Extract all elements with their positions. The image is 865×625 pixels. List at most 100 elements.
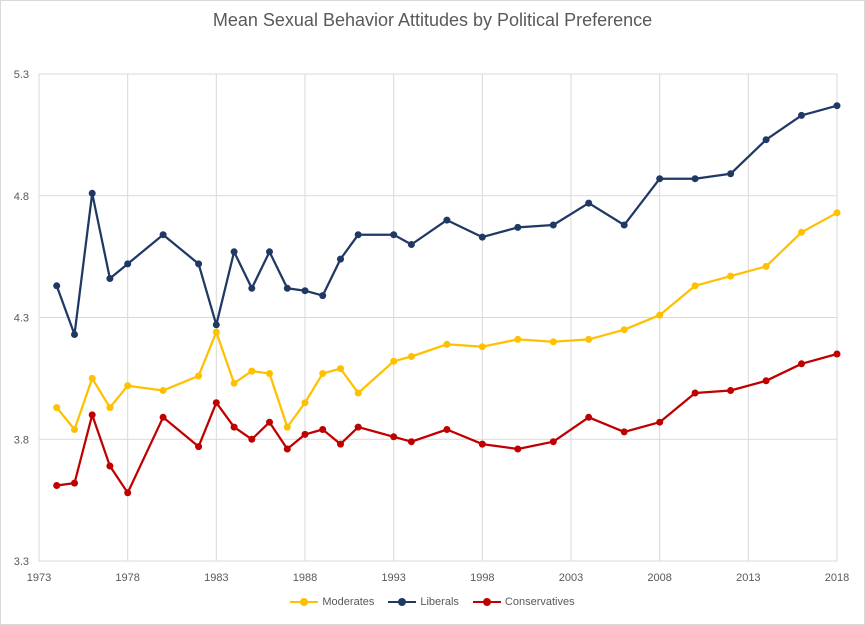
data-point-liberals bbox=[656, 175, 664, 183]
data-point-liberals bbox=[248, 284, 256, 292]
legend-swatch-moderates bbox=[290, 597, 319, 607]
legend-label-moderates: Moderates bbox=[322, 596, 375, 608]
legend-swatch-conservatives bbox=[472, 597, 501, 607]
data-point-liberals bbox=[620, 221, 628, 229]
legend-item-moderates: Moderates bbox=[290, 596, 374, 608]
data-point-liberals bbox=[212, 321, 220, 329]
data-point-conservatives bbox=[620, 428, 628, 436]
data-point-moderates bbox=[159, 387, 167, 394]
x-tick-label: 1978 bbox=[115, 572, 139, 584]
data-point-conservatives bbox=[266, 418, 273, 426]
grid-layer bbox=[38, 73, 838, 562]
data-point-conservatives bbox=[691, 389, 699, 397]
data-point-conservatives bbox=[407, 438, 415, 446]
data-point-conservatives bbox=[549, 438, 557, 446]
chart-title: Mean Sexual Behavior Attitudes by Politi… bbox=[212, 10, 653, 30]
data-point-liberals bbox=[124, 260, 132, 268]
data-point-moderates bbox=[354, 389, 362, 397]
data-point-moderates bbox=[656, 311, 664, 319]
data-point-conservatives bbox=[390, 433, 398, 441]
data-point-moderates bbox=[798, 228, 805, 236]
data-point-liberals bbox=[319, 292, 327, 300]
data-point-liberals bbox=[478, 233, 486, 241]
x-tick-label: 2003 bbox=[559, 572, 583, 584]
data-point-conservatives bbox=[195, 443, 203, 451]
data-point-conservatives bbox=[106, 462, 114, 470]
data-point-liberals bbox=[71, 331, 78, 338]
y-tick-label: 5.3 bbox=[14, 69, 29, 81]
data-point-liberals bbox=[337, 255, 344, 263]
y-tick-label: 3.8 bbox=[14, 434, 29, 446]
x-tick-label: 1983 bbox=[204, 572, 228, 584]
series-layer bbox=[53, 102, 841, 497]
data-point-liberals bbox=[301, 287, 309, 295]
y-tick-label: 3.3 bbox=[14, 556, 29, 568]
data-point-moderates bbox=[195, 372, 203, 380]
data-point-liberals bbox=[585, 199, 593, 207]
data-point-moderates bbox=[319, 370, 327, 377]
data-point-conservatives bbox=[585, 413, 593, 421]
data-point-liberals bbox=[354, 231, 362, 239]
x-tick-label: 1998 bbox=[470, 572, 494, 584]
data-point-moderates bbox=[212, 328, 220, 336]
data-point-conservatives bbox=[319, 426, 327, 433]
data-point-moderates bbox=[266, 370, 273, 377]
data-point-conservatives bbox=[159, 413, 167, 421]
data-point-liberals bbox=[407, 241, 415, 248]
x-tick-label: 1993 bbox=[381, 572, 405, 584]
data-point-liberals bbox=[798, 111, 805, 119]
y-tick-label: 4.8 bbox=[14, 191, 29, 203]
data-point-liberals bbox=[195, 260, 203, 268]
data-point-moderates bbox=[230, 379, 238, 387]
legend-label-liberals: Liberals bbox=[420, 596, 459, 608]
data-point-conservatives bbox=[124, 489, 132, 497]
data-point-conservatives bbox=[762, 377, 770, 385]
series-line-conservatives bbox=[56, 352, 838, 494]
data-point-conservatives bbox=[514, 445, 522, 453]
data-point-liberals bbox=[283, 284, 291, 292]
data-point-liberals bbox=[390, 231, 398, 239]
data-point-conservatives bbox=[230, 423, 238, 431]
data-point-moderates bbox=[691, 282, 699, 290]
data-point-moderates bbox=[443, 340, 451, 348]
data-point-conservatives bbox=[283, 445, 291, 453]
x-tick-label: 1973 bbox=[27, 572, 51, 584]
data-point-conservatives bbox=[53, 482, 61, 489]
data-point-liberals bbox=[727, 170, 735, 178]
data-point-moderates bbox=[833, 209, 841, 217]
data-point-conservatives bbox=[248, 435, 256, 443]
data-point-moderates bbox=[71, 426, 78, 433]
data-point-liberals bbox=[106, 275, 114, 282]
legend: Moderates Liberals Conservatives bbox=[0, 596, 865, 608]
x-tick-label: 2013 bbox=[736, 572, 760, 584]
data-point-moderates bbox=[407, 353, 415, 360]
data-point-liberals bbox=[159, 231, 167, 239]
data-point-conservatives bbox=[337, 440, 344, 448]
data-point-moderates bbox=[301, 399, 309, 407]
x-tick-label: 2018 bbox=[825, 572, 849, 584]
series-line-moderates bbox=[55, 211, 838, 431]
data-point-conservatives bbox=[478, 440, 486, 448]
data-point-moderates bbox=[248, 367, 256, 375]
data-point-moderates bbox=[727, 272, 735, 280]
data-point-moderates bbox=[53, 404, 61, 412]
data-point-conservatives bbox=[301, 430, 309, 438]
data-point-moderates bbox=[549, 338, 557, 346]
data-point-conservatives bbox=[798, 360, 805, 368]
data-point-moderates bbox=[88, 374, 96, 382]
data-point-conservatives bbox=[88, 411, 96, 419]
data-point-conservatives bbox=[71, 479, 78, 487]
y-tick-label: 4.3 bbox=[14, 313, 29, 325]
data-point-moderates bbox=[283, 423, 291, 431]
data-point-moderates bbox=[390, 357, 398, 365]
data-point-liberals bbox=[514, 223, 522, 231]
series-line-liberals bbox=[55, 104, 838, 336]
data-point-conservatives bbox=[443, 426, 451, 433]
data-point-moderates bbox=[478, 343, 486, 351]
data-point-liberals bbox=[266, 248, 273, 256]
data-point-conservatives bbox=[354, 423, 362, 431]
legend-label-conservatives: Conservatives bbox=[504, 596, 575, 608]
data-point-liberals bbox=[691, 175, 699, 183]
data-point-liberals bbox=[88, 189, 96, 197]
data-point-moderates bbox=[514, 335, 522, 343]
